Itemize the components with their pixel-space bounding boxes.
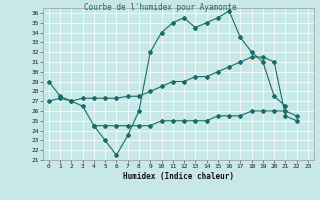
X-axis label: Humidex (Indice chaleur): Humidex (Indice chaleur)	[123, 172, 234, 181]
Text: Courbe de l'humidex pour Ayamonte: Courbe de l'humidex pour Ayamonte	[84, 3, 236, 12]
